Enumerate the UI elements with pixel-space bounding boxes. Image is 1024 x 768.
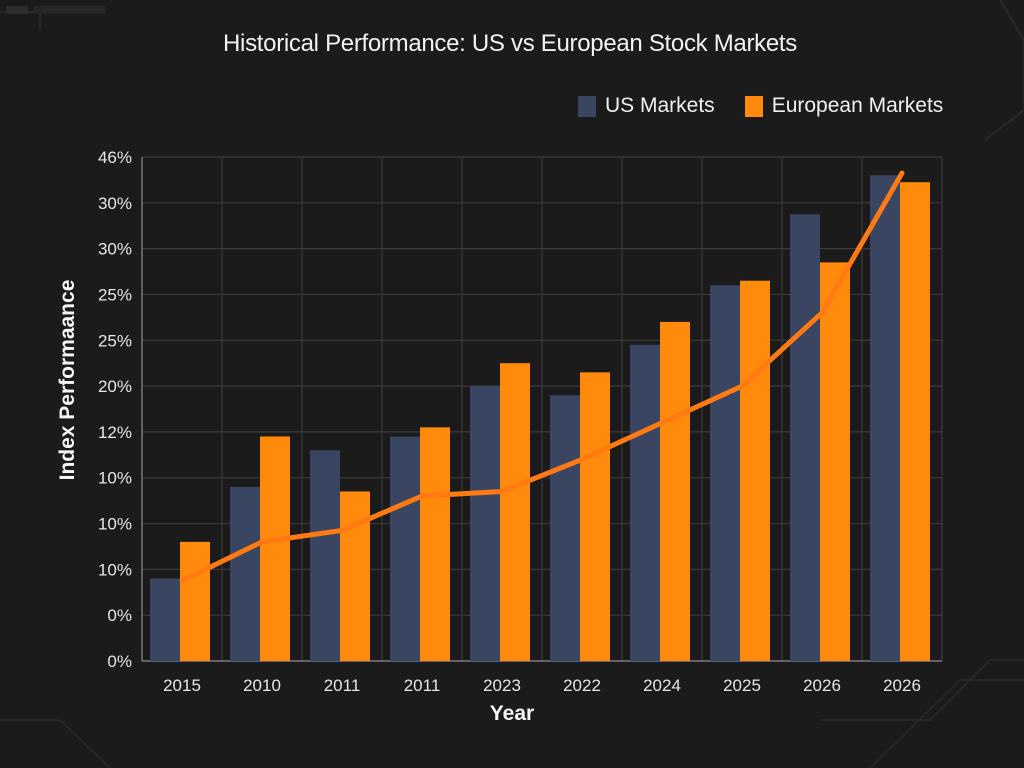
bar-europe <box>500 363 530 661</box>
bar-europe <box>900 182 930 661</box>
y-tick-label: 20% <box>98 377 132 396</box>
bar-us <box>390 436 420 661</box>
bar-europe <box>580 372 610 661</box>
bar-europe <box>180 541 210 661</box>
bar-us <box>790 214 820 662</box>
y-tick-label: 46% <box>98 148 132 167</box>
chart-title: Historical Performance: US vs European S… <box>223 30 797 57</box>
y-tick-label: 0% <box>107 606 132 625</box>
legend-item-us: US Markets <box>578 94 715 118</box>
y-tick-label: 10% <box>98 469 132 488</box>
y-tick-label: 12% <box>98 423 132 442</box>
x-tick-label: 2010 <box>243 676 281 695</box>
legend-item-europe: European Markets <box>744 94 944 118</box>
legend-swatch-europe <box>744 95 763 117</box>
x-tick-label: 2023 <box>483 676 521 695</box>
bar-us <box>870 175 900 661</box>
y-tick-label: 10% <box>98 560 132 579</box>
x-tick-label: 2011 <box>404 676 441 695</box>
bar-europe <box>420 427 450 661</box>
x-tick-label: 2026 <box>803 676 841 695</box>
bar-us <box>310 450 340 661</box>
bar-us <box>710 285 740 661</box>
bar-us <box>150 578 180 661</box>
bar-us <box>230 486 260 661</box>
y-tick-label: 10% <box>98 515 132 534</box>
bar-us <box>550 395 580 661</box>
x-axis-label: Year <box>489 702 535 725</box>
bar-europe <box>660 321 690 661</box>
x-tick-label: 2022 <box>563 676 601 695</box>
y-tick-label: 25% <box>98 331 132 350</box>
legend: US Markets European Markets <box>578 94 973 118</box>
x-tick-label: 2025 <box>723 676 761 695</box>
y-tick-label: 25% <box>98 285 132 304</box>
x-tick-label: 2024 <box>643 676 681 695</box>
legend-swatch-us <box>578 95 596 117</box>
x-tick-label: 2011 <box>324 676 361 695</box>
bar-europe <box>740 280 770 661</box>
legend-label-us: US Markets <box>605 94 715 117</box>
bar-europe <box>340 491 370 661</box>
y-tick-label: 30% <box>98 240 132 259</box>
x-tick-label: 2015 <box>163 676 201 695</box>
bar-europe <box>820 262 850 661</box>
y-tick-label: 30% <box>98 194 132 213</box>
y-tick-label: 0% <box>107 652 132 671</box>
bar-us <box>630 344 660 661</box>
legend-label-europe: European Markets <box>771 94 944 117</box>
trend-line <box>179 170 905 584</box>
bar-europe <box>260 436 290 661</box>
bar-us <box>470 386 500 661</box>
x-tick-label: 2026 <box>883 676 921 695</box>
